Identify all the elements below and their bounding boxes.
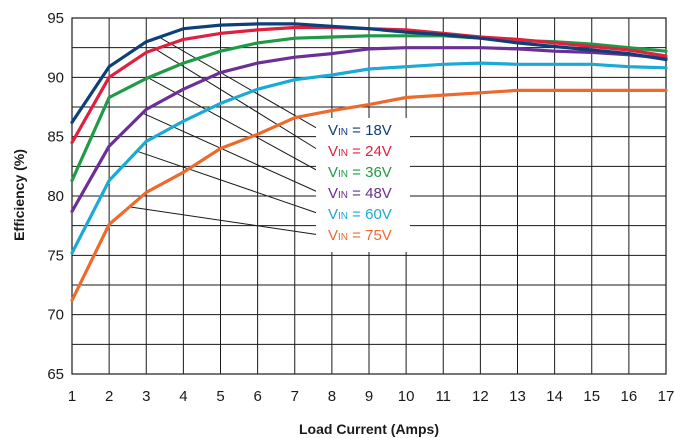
x-tick-label: 14 [546, 388, 563, 405]
legend-leader-line [129, 206, 321, 236]
x-tick-label: 4 [179, 388, 187, 405]
y-tick-label: 90 [47, 69, 64, 86]
legend-entry: VIN = 36V [328, 164, 392, 181]
x-tick-label: 15 [583, 388, 600, 405]
y-tick-label: 65 [47, 366, 64, 383]
x-tick-label: 13 [509, 388, 526, 405]
x-tick-label: 8 [328, 388, 336, 405]
y-tick-label: 80 [47, 188, 64, 205]
x-tick-label: 1 [68, 388, 76, 405]
x-tick-label: 2 [105, 388, 113, 405]
x-tick-label: 17 [658, 388, 674, 405]
x-tick-label: 5 [216, 388, 224, 405]
series-line [70, 46, 668, 213]
legend-entry: VIN = 48V [328, 185, 392, 202]
series-line [70, 61, 668, 255]
legend-entry: VIN = 60V [328, 206, 392, 223]
y-axis-title: Efficiency (%) [11, 149, 27, 241]
x-tick-labels: 1 2 3 4 5 6 7 8 9 10 11 12 13 14 15 16 17 [68, 388, 674, 405]
y-tick-label: 70 [47, 307, 64, 324]
x-tick-label: 7 [291, 388, 299, 405]
y-tick-label: 75 [47, 247, 64, 264]
legend-box [316, 118, 410, 252]
y-tick-labels: 65 70 75 80 85 90 95 [47, 10, 64, 383]
y-tick-label: 85 [47, 129, 64, 146]
series-lines [70, 22, 668, 302]
series-line [70, 22, 668, 125]
x-tick-label: 16 [621, 388, 638, 405]
x-tick-label: 9 [365, 388, 373, 405]
x-tick-label: 12 [472, 388, 489, 405]
x-tick-label: 3 [142, 388, 150, 405]
x-tick-label: 6 [253, 388, 261, 405]
legend-leader-line [136, 150, 321, 215]
legend-entry: VIN = 18V [328, 122, 392, 139]
y-tick-label: 95 [47, 10, 64, 27]
series-line [70, 88, 668, 302]
legend: VIN = 18V VIN = 24V VIN = 36V VIN = 48V VIN … [328, 122, 392, 244]
legend-entry: VIN = 75V [328, 227, 392, 244]
legend-leader-line [155, 48, 321, 152]
legend-leader-line [158, 36, 321, 131]
legend-background [316, 118, 410, 252]
x-tick-label: 10 [398, 388, 415, 405]
x-tick-label: 11 [435, 388, 451, 405]
plot-frame [71, 17, 667, 375]
x-axis-title: Load Current (Amps) [299, 421, 439, 437]
legend-entry: VIN = 24V [328, 143, 392, 160]
